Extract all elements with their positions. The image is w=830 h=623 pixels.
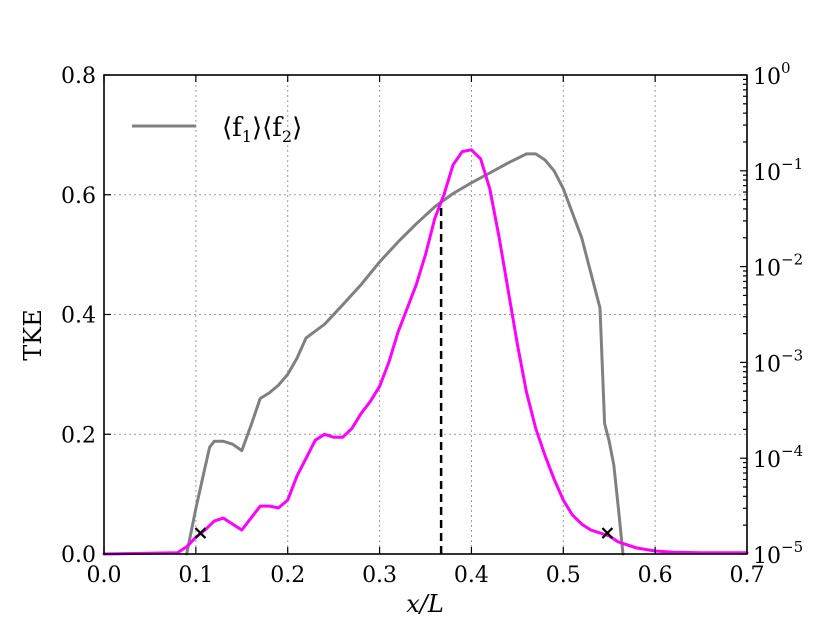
x-tick-label: 0.4	[454, 563, 489, 588]
y2-tick-label: 10−4	[753, 442, 803, 473]
x-tick-label: 0.6	[638, 563, 673, 588]
x-marker	[194, 527, 207, 539]
y2-tick-label: 10−2	[753, 251, 803, 282]
y2-tick-label: 10−3	[753, 346, 803, 377]
y2-tick-label: 10−5	[753, 538, 803, 569]
x-tick-label: 0.5	[546, 563, 581, 588]
x-tick-label: 0.1	[178, 563, 213, 588]
y-tick-label: 0.4	[61, 304, 96, 329]
y-tick-label: 0.8	[61, 64, 96, 89]
series-layer	[102, 148, 749, 556]
y2-tick-label: 10−1	[753, 155, 803, 186]
tick-marks	[103, 74, 748, 555]
y-tick-label: 0.2	[61, 423, 96, 448]
x-tick-label: 0.3	[362, 563, 397, 588]
legend-label: ⟨f1⟩⟨f2⟩	[222, 113, 302, 146]
y2-tick-label: 100	[753, 59, 791, 90]
x-tick-label: 0.0	[87, 563, 122, 588]
x-tick-label: 0.2	[270, 563, 305, 588]
y-tick-labels: 0.0 0.2 0.4 0.6 0.8	[61, 64, 96, 568]
y-axis-title: TKE	[19, 309, 47, 360]
series-line-2	[102, 148, 749, 556]
series-line-1	[185, 152, 625, 556]
x-axis-title: x/L	[406, 590, 444, 618]
legend: ⟨f1⟩⟨f2⟩	[132, 113, 302, 146]
y2-tick-labels: 100 10−1 10−2 10−3 10−4 10−5	[753, 59, 803, 569]
x-tick-labels: 0.0 0.1 0.2 0.3 0.4 0.5 0.6 0.7	[87, 563, 765, 588]
x-marker	[601, 527, 614, 539]
annotations	[194, 206, 614, 554]
grid	[104, 75, 747, 554]
x-tick-label: 0.7	[730, 563, 765, 588]
y-tick-label: 0.0	[61, 543, 96, 568]
y-tick-label: 0.6	[61, 184, 96, 209]
